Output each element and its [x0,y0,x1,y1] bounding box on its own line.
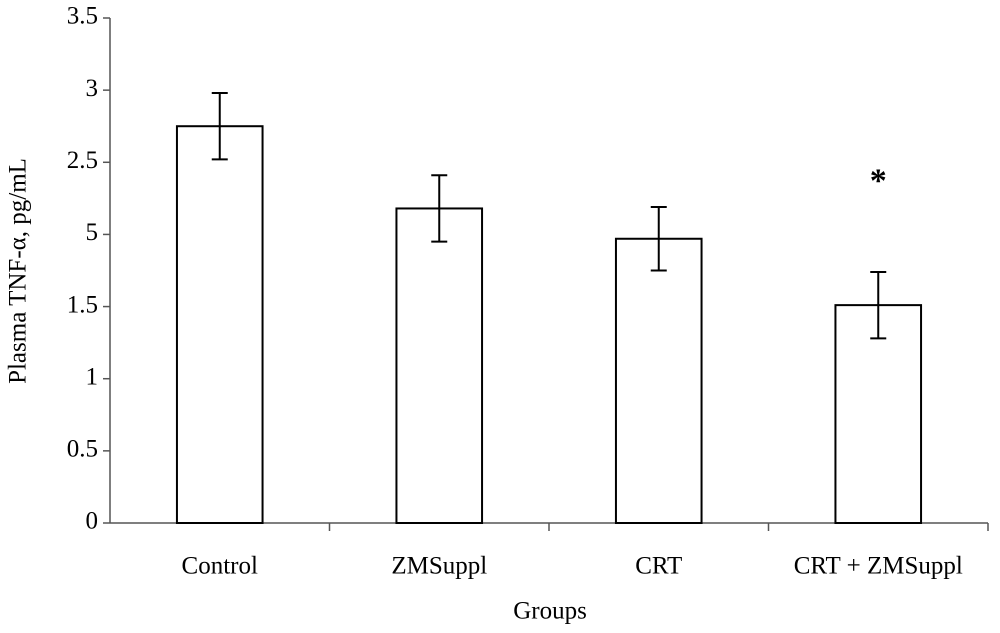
y-tick-label: 3 [86,75,99,102]
bar [175,125,264,524]
y-tick-label: 0.5 [67,436,98,463]
annotation: * [870,163,887,200]
y-tick-label: 1.5 [67,291,98,318]
bar [614,237,703,524]
bar [834,304,923,524]
y-tick-label: 2.5 [67,147,98,174]
y-axis-label: Plasma TNF-α, pg/mL [5,158,32,384]
x-tick-label: Control [182,553,258,580]
y-tick-label: 3.5 [67,3,98,30]
y-tick-label: 1 [86,363,99,390]
y-tick-label: 0 [86,508,99,535]
x-tick-label: CRT + ZMSuppl [794,553,963,580]
y-tick-label: 5 [86,219,99,246]
x-tick-label: CRT [635,553,682,580]
x-tick-label: ZMSuppl [391,553,487,580]
x-axis-label: Groups [513,598,587,625]
bar [395,207,484,524]
